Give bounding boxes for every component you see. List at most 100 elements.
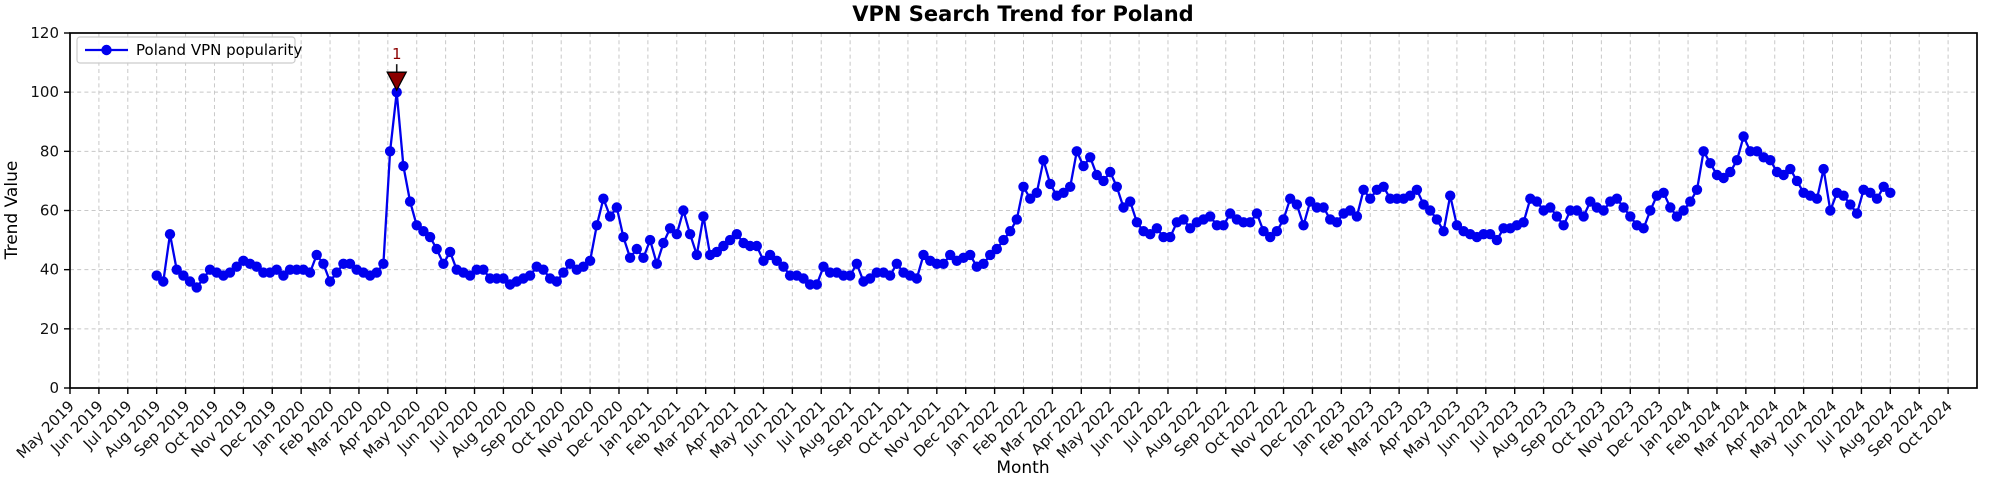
data-point-marker xyxy=(1678,205,1689,216)
data-point-marker xyxy=(431,243,442,255)
data-point-marker xyxy=(1618,202,1629,213)
data-point-marker xyxy=(1018,181,1029,192)
grid-lines xyxy=(70,33,1977,388)
data-point-marker xyxy=(1365,193,1376,204)
y-tick-label: 60 xyxy=(40,202,59,220)
data-point-marker xyxy=(1271,226,1283,237)
legend: Poland VPN popularity xyxy=(76,36,302,64)
data-point-marker xyxy=(1705,158,1716,169)
data-point-marker xyxy=(1885,187,1896,198)
data-point-marker xyxy=(1331,217,1343,228)
y-tick-label: 80 xyxy=(40,142,59,160)
data-point-marker xyxy=(1778,169,1789,181)
data-point-marker xyxy=(691,249,702,261)
data-point-marker xyxy=(1558,220,1569,231)
data-point-marker xyxy=(1305,196,1316,207)
data-point-marker xyxy=(1278,214,1289,225)
annotation-label: 1 xyxy=(392,45,402,63)
data-point-marker xyxy=(418,226,429,237)
data-point-marker xyxy=(1825,205,1836,216)
data-point-marker xyxy=(1098,175,1109,187)
data-point-marker xyxy=(524,270,536,281)
data-point-marker xyxy=(851,258,862,269)
data-point-marker xyxy=(844,270,856,281)
data-point-marker xyxy=(1718,172,1729,184)
data-point-marker xyxy=(638,252,649,263)
data-point-marker xyxy=(1698,146,1709,157)
data-point-marker xyxy=(938,258,949,269)
data-point-marker xyxy=(1031,187,1043,198)
data-point-marker xyxy=(644,234,656,246)
data-point-marker xyxy=(438,258,449,269)
data-point-marker xyxy=(1251,208,1263,219)
data-point-marker xyxy=(618,231,629,243)
data-point-marker xyxy=(724,234,736,246)
data-point-marker xyxy=(1078,160,1089,172)
data-point-marker xyxy=(1445,190,1456,201)
data-point-marker xyxy=(271,264,282,275)
legend-marker-icon xyxy=(101,44,112,56)
data-point-marker xyxy=(884,270,896,281)
y-tick-label: 100 xyxy=(30,83,59,101)
data-point-marker xyxy=(1785,163,1796,175)
legend-box xyxy=(76,36,296,64)
data-point-marker xyxy=(1871,193,1883,204)
y-tick-label: 120 xyxy=(30,24,59,42)
data-point-marker xyxy=(444,246,456,258)
data-point-marker xyxy=(998,234,1009,246)
data-point-marker xyxy=(1751,146,1763,157)
data-point-marker xyxy=(1485,229,1496,240)
data-point-marker xyxy=(1205,211,1216,222)
chart-title: VPN Search Trend for Poland xyxy=(852,2,1193,26)
data-point-marker xyxy=(698,211,709,222)
data-point-marker xyxy=(1378,181,1389,192)
data-point-marker xyxy=(1658,187,1669,198)
data-point-marker xyxy=(311,249,322,261)
data-point-marker xyxy=(304,267,316,278)
data-point-marker xyxy=(1425,205,1436,216)
data-point-marker xyxy=(1685,196,1696,207)
data-point-marker xyxy=(318,258,329,269)
data-point-marker xyxy=(1298,220,1309,231)
data-point-marker xyxy=(1811,193,1823,204)
data-point-marker xyxy=(1431,214,1443,225)
data-point-marker xyxy=(1725,166,1736,178)
data-point-marker xyxy=(344,258,356,269)
data-point-marker xyxy=(1045,178,1056,190)
data-point-marker xyxy=(1411,184,1423,195)
data-point-marker xyxy=(1578,211,1589,222)
data-point-marker xyxy=(1625,211,1636,222)
data-point-marker xyxy=(1865,187,1876,198)
data-point-marker xyxy=(651,258,662,269)
data-point-marker xyxy=(1531,196,1543,207)
data-point-marker xyxy=(551,276,562,287)
data-point-marker xyxy=(371,267,382,278)
data-point-marker xyxy=(1791,175,1803,187)
data-point-marker xyxy=(611,202,622,213)
data-point-marker xyxy=(251,261,262,272)
data-point-marker xyxy=(584,255,596,266)
data-point-marker xyxy=(1518,217,1529,228)
data-point-marker xyxy=(324,276,336,287)
data-point-marker xyxy=(591,220,602,231)
data-point-marker xyxy=(164,229,176,240)
data-point-marker xyxy=(378,258,389,269)
y-tick-label: 40 xyxy=(40,261,59,279)
data-point-marker xyxy=(1451,220,1463,231)
data-point-marker xyxy=(771,255,782,266)
data-point-marker xyxy=(404,196,416,207)
data-point-marker xyxy=(498,273,509,284)
data-point-marker xyxy=(1851,208,1863,219)
data-point-marker xyxy=(1765,155,1776,166)
data-point-marker xyxy=(1345,205,1356,216)
data-point-marker xyxy=(978,258,989,269)
data-point-marker xyxy=(751,240,762,252)
data-point-marker xyxy=(624,252,636,263)
data-point-marker xyxy=(1151,223,1163,234)
data-point-marker xyxy=(564,258,576,269)
data-point-marker xyxy=(1225,208,1236,219)
data-point-marker xyxy=(1638,223,1649,234)
data-point-marker xyxy=(1245,217,1256,228)
data-point-marker xyxy=(1671,211,1683,222)
